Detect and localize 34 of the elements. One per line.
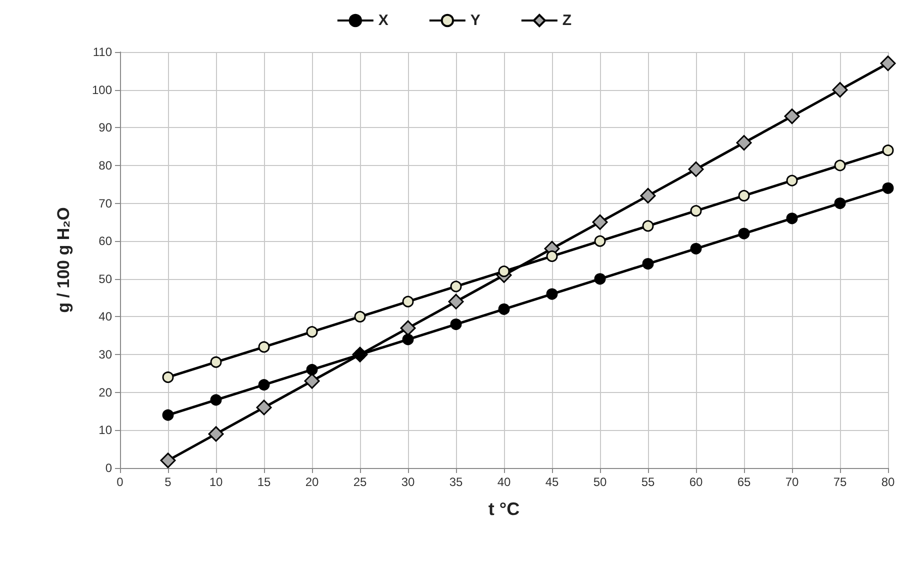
- y-tick-label: 50: [98, 272, 112, 286]
- x-tick-label: 55: [641, 475, 655, 489]
- y-tick-label: 30: [98, 348, 112, 362]
- x-tick-label: 10: [209, 475, 223, 489]
- x-tick-label: 30: [401, 475, 415, 489]
- x-tick-label: 25: [353, 475, 367, 489]
- x-tick-label: 80: [881, 475, 895, 489]
- x-tick-label: 40: [497, 475, 511, 489]
- y-axis-title: g / 100 g H₂O: [54, 207, 73, 313]
- x-tick-label: 65: [737, 475, 751, 489]
- y-tick-label: 80: [98, 158, 112, 172]
- x-axis-title: t °C: [488, 499, 520, 519]
- x-tick-label: 50: [593, 475, 607, 489]
- y-tick-label: 60: [98, 234, 112, 248]
- y-tick-label: 0: [105, 461, 112, 475]
- legend-label: Z: [562, 12, 572, 29]
- x-tick-label: 0: [116, 475, 124, 489]
- legend-label: Y: [470, 12, 480, 29]
- y-tick-label: 90: [98, 120, 112, 135]
- x-tick-label: 15: [257, 475, 271, 489]
- x-tick-label: 45: [545, 475, 559, 489]
- y-tick-label: 40: [98, 310, 112, 324]
- x-tick-label: 60: [689, 475, 703, 489]
- x-tick-label: 35: [449, 475, 463, 489]
- y-tick-label: 20: [98, 385, 112, 400]
- x-tick-label: 5: [164, 475, 172, 489]
- x-tick-label: 70: [785, 475, 799, 489]
- y-tick-label: 110: [92, 45, 112, 59]
- x-tick-label: 75: [833, 475, 847, 489]
- x-tick-label: 20: [305, 475, 319, 489]
- legend-label: X: [378, 12, 388, 29]
- y-tick-label: 100: [92, 82, 112, 97]
- y-tick-label: 10: [98, 423, 112, 438]
- y-tick-label: 70: [98, 196, 112, 210]
